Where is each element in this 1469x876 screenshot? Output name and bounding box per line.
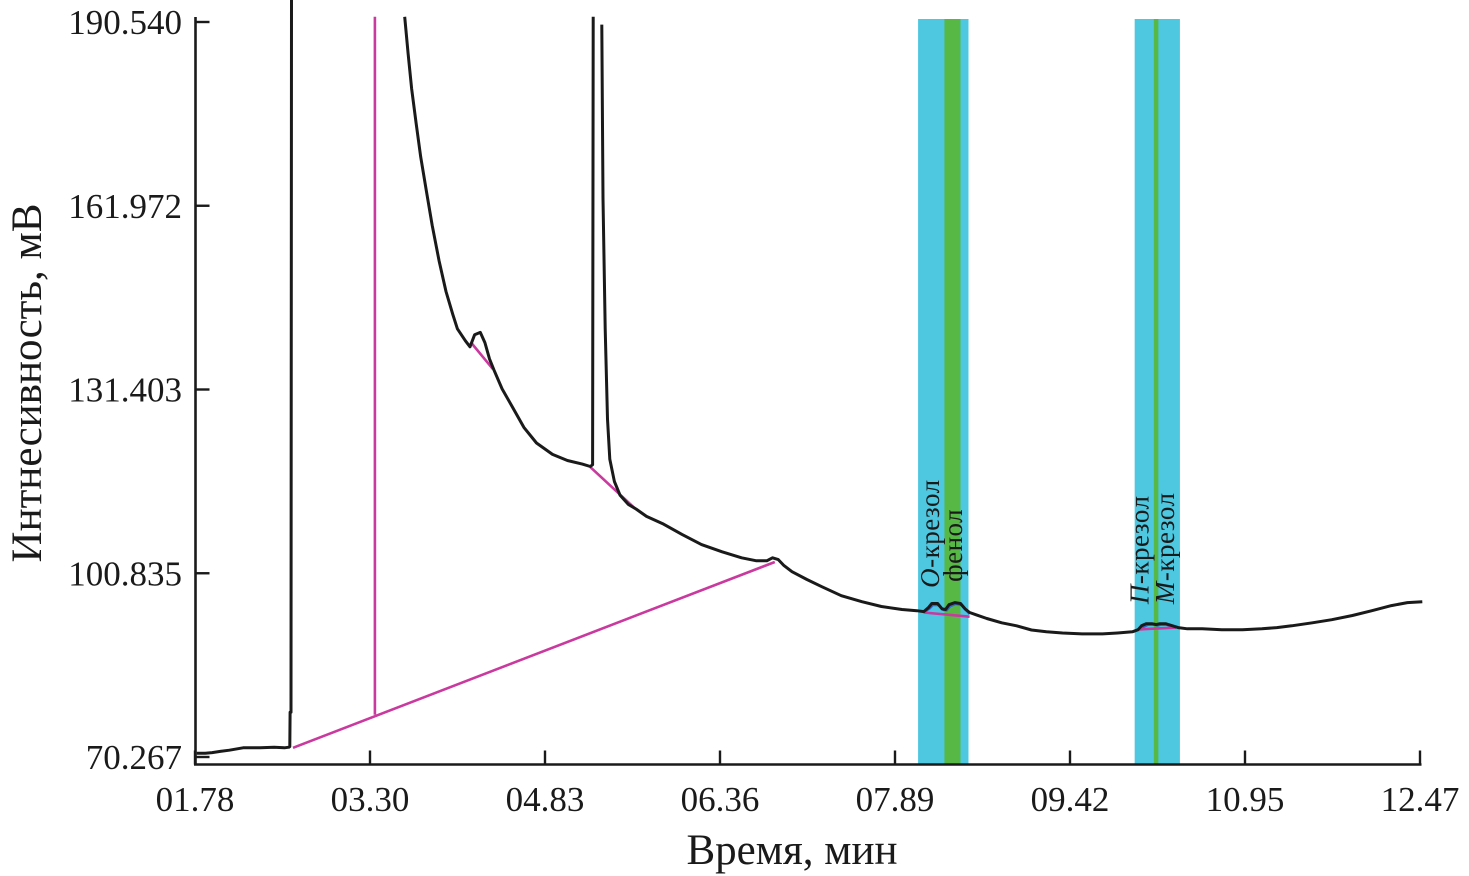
- y-axis-tick-label: 100.835: [68, 554, 182, 593]
- peak-label: М-крезол: [1150, 493, 1180, 606]
- x-axis-tick-label: 07.89: [856, 780, 935, 819]
- x-axis-tick-label: 01.78: [156, 780, 235, 819]
- x-axis-title: Время, мин: [687, 827, 898, 874]
- retention-window-phenol-ocresol-marker: [944, 19, 961, 764]
- x-axis-tick-label: 06.36: [681, 780, 760, 819]
- y-axis-tick-label: 190.540: [68, 3, 182, 42]
- traces-layer: [196, 0, 1423, 755]
- x-axis-tick-label: 09.42: [1031, 780, 1110, 819]
- baseline-shoulder-peak: [469, 341, 494, 370]
- baseline-solvent-diagonal: [292, 560, 776, 750]
- retention-window-phenol-ocresol: [918, 19, 969, 764]
- retention-windows-layer: [918, 19, 1180, 764]
- chromatogram-trace: [600, 24, 1423, 636]
- peak-label: фенол: [938, 509, 968, 582]
- x-axis-tick-label: 12.47: [1381, 780, 1460, 819]
- chromatogram-trace: [403, 16, 595, 468]
- x-axis-tick-label: 04.83: [506, 780, 585, 819]
- x-axis-tick-label: 03.30: [331, 780, 410, 819]
- y-axis-tick-label: 131.403: [68, 371, 182, 410]
- y-axis-tick-label: 70.267: [86, 738, 182, 777]
- baseline-window1: [923, 611, 970, 618]
- peak-label: П-крезол: [1125, 496, 1155, 606]
- chromatogram-trace: [196, 0, 293, 755]
- y-axis-tick-label: 161.972: [68, 187, 182, 226]
- x-axis-tick-label: 10.95: [1206, 780, 1285, 819]
- peak-label: О-крезол: [915, 479, 945, 588]
- y-axis-title: Интнесивность, мВ: [4, 204, 51, 563]
- baseline-window2: [1139, 626, 1176, 631]
- retention-window-pcresol-mcresol-marker: [1153, 19, 1159, 764]
